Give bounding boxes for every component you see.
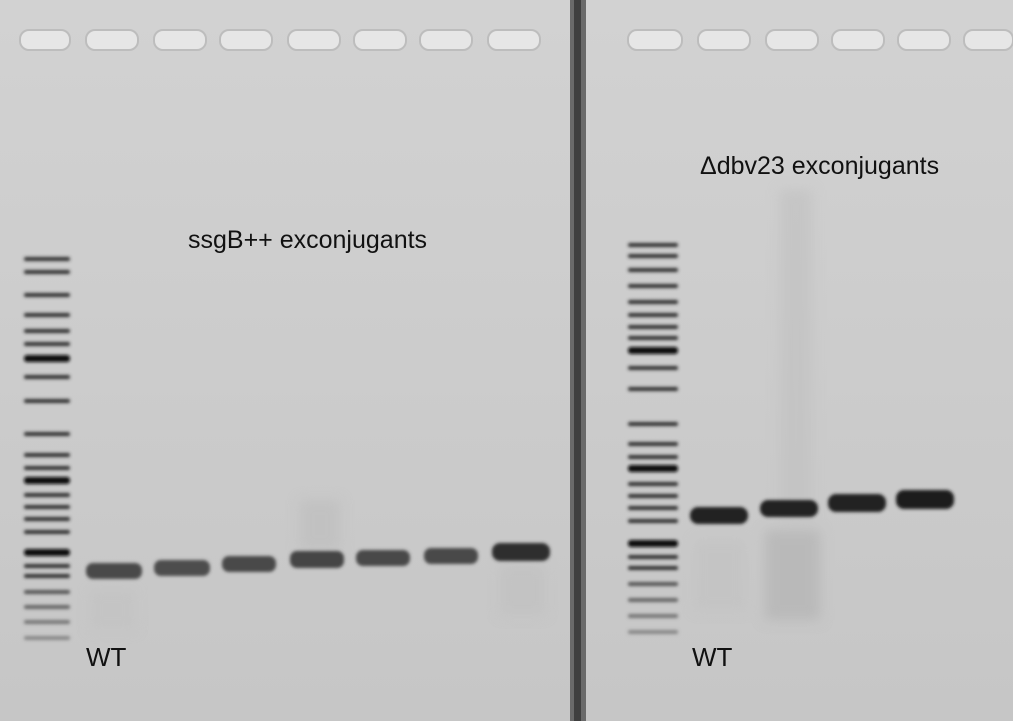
ladder-band xyxy=(628,555,678,559)
ladder-band xyxy=(628,300,678,304)
well xyxy=(697,29,751,51)
sample-band xyxy=(760,500,818,517)
ladder-band xyxy=(628,347,678,354)
ladder-band xyxy=(628,313,678,317)
well xyxy=(219,29,273,51)
ladder-band xyxy=(24,375,70,379)
ladder-band xyxy=(24,466,70,470)
sample-band xyxy=(690,507,748,524)
ladder-band xyxy=(24,257,70,261)
ladder-band xyxy=(628,614,678,618)
ladder-left xyxy=(24,257,70,640)
ladder-band xyxy=(24,342,70,346)
ladder-band xyxy=(628,422,678,426)
well xyxy=(831,29,885,51)
ladder-band xyxy=(628,366,678,370)
smear xyxy=(765,530,820,620)
sample-band xyxy=(154,560,210,576)
ladder-band xyxy=(24,313,70,317)
left-wt-label: WT xyxy=(86,642,127,672)
well xyxy=(153,29,207,51)
right-wt-label: WT xyxy=(692,642,733,672)
wells-right xyxy=(627,29,1013,51)
ladder-band xyxy=(24,432,70,436)
smear xyxy=(695,540,745,610)
ladder-band xyxy=(628,465,678,472)
ladder-band xyxy=(24,493,70,497)
ladder-band xyxy=(24,530,70,534)
right-panel-title: Δdbv23 exconjugants xyxy=(700,152,940,180)
well xyxy=(765,29,819,51)
left-panel-title: ssgB++ exconjugants xyxy=(188,226,428,254)
ladder-right xyxy=(628,243,678,634)
well xyxy=(353,29,407,51)
ladder-band xyxy=(24,620,70,624)
ladder-band xyxy=(628,254,678,258)
well xyxy=(287,29,341,51)
sample-band xyxy=(424,548,478,564)
ladder-band xyxy=(628,455,678,459)
smear xyxy=(300,500,340,550)
ladder-band xyxy=(628,442,678,446)
ladder-band xyxy=(24,355,70,362)
ladder-band xyxy=(24,549,70,556)
panel-divider-core xyxy=(574,0,581,721)
ladder-band xyxy=(24,293,70,297)
well xyxy=(85,29,139,51)
ladder-band xyxy=(24,605,70,609)
ladder-band xyxy=(628,482,678,486)
ladder-band xyxy=(628,243,678,247)
ladder-band xyxy=(628,630,678,634)
ladder-band xyxy=(628,540,678,547)
ladder-band xyxy=(628,598,678,602)
ladder-band xyxy=(628,268,678,272)
ladder-band xyxy=(24,329,70,333)
smear xyxy=(780,190,812,520)
sample-band xyxy=(86,563,142,579)
sample-band xyxy=(828,494,886,512)
smear xyxy=(90,590,135,630)
ladder-band xyxy=(628,325,678,329)
ladder-band xyxy=(628,336,678,340)
ladder-band xyxy=(628,387,678,391)
ladder-band xyxy=(628,566,678,570)
ladder-band xyxy=(24,399,70,403)
sample-band xyxy=(222,556,276,572)
ladder-band xyxy=(24,517,70,521)
ladder-band xyxy=(628,506,678,510)
ladder-band xyxy=(24,574,70,578)
well xyxy=(419,29,473,51)
sample-band xyxy=(492,543,550,561)
sample-band xyxy=(290,551,344,568)
ladder-band xyxy=(628,582,678,586)
ladder-band xyxy=(628,519,678,523)
well xyxy=(487,29,541,51)
ladder-band xyxy=(24,505,70,509)
ladder-band xyxy=(24,477,70,484)
ladder-band xyxy=(24,564,70,568)
sample-band xyxy=(896,490,954,509)
ladder-band xyxy=(24,590,70,594)
well xyxy=(897,29,951,51)
ladder-band xyxy=(628,284,678,288)
ladder-band xyxy=(628,494,678,498)
ladder-band xyxy=(24,453,70,457)
ladder-band xyxy=(24,270,70,274)
sample-band xyxy=(356,550,410,566)
smear xyxy=(500,565,545,615)
well xyxy=(963,29,1013,51)
sample-bands-left xyxy=(86,543,550,579)
sample-bands-right xyxy=(690,490,954,524)
well xyxy=(19,29,71,51)
well xyxy=(627,29,683,51)
smears xyxy=(90,190,820,630)
wells-left xyxy=(19,29,541,51)
ladder-band xyxy=(24,636,70,640)
